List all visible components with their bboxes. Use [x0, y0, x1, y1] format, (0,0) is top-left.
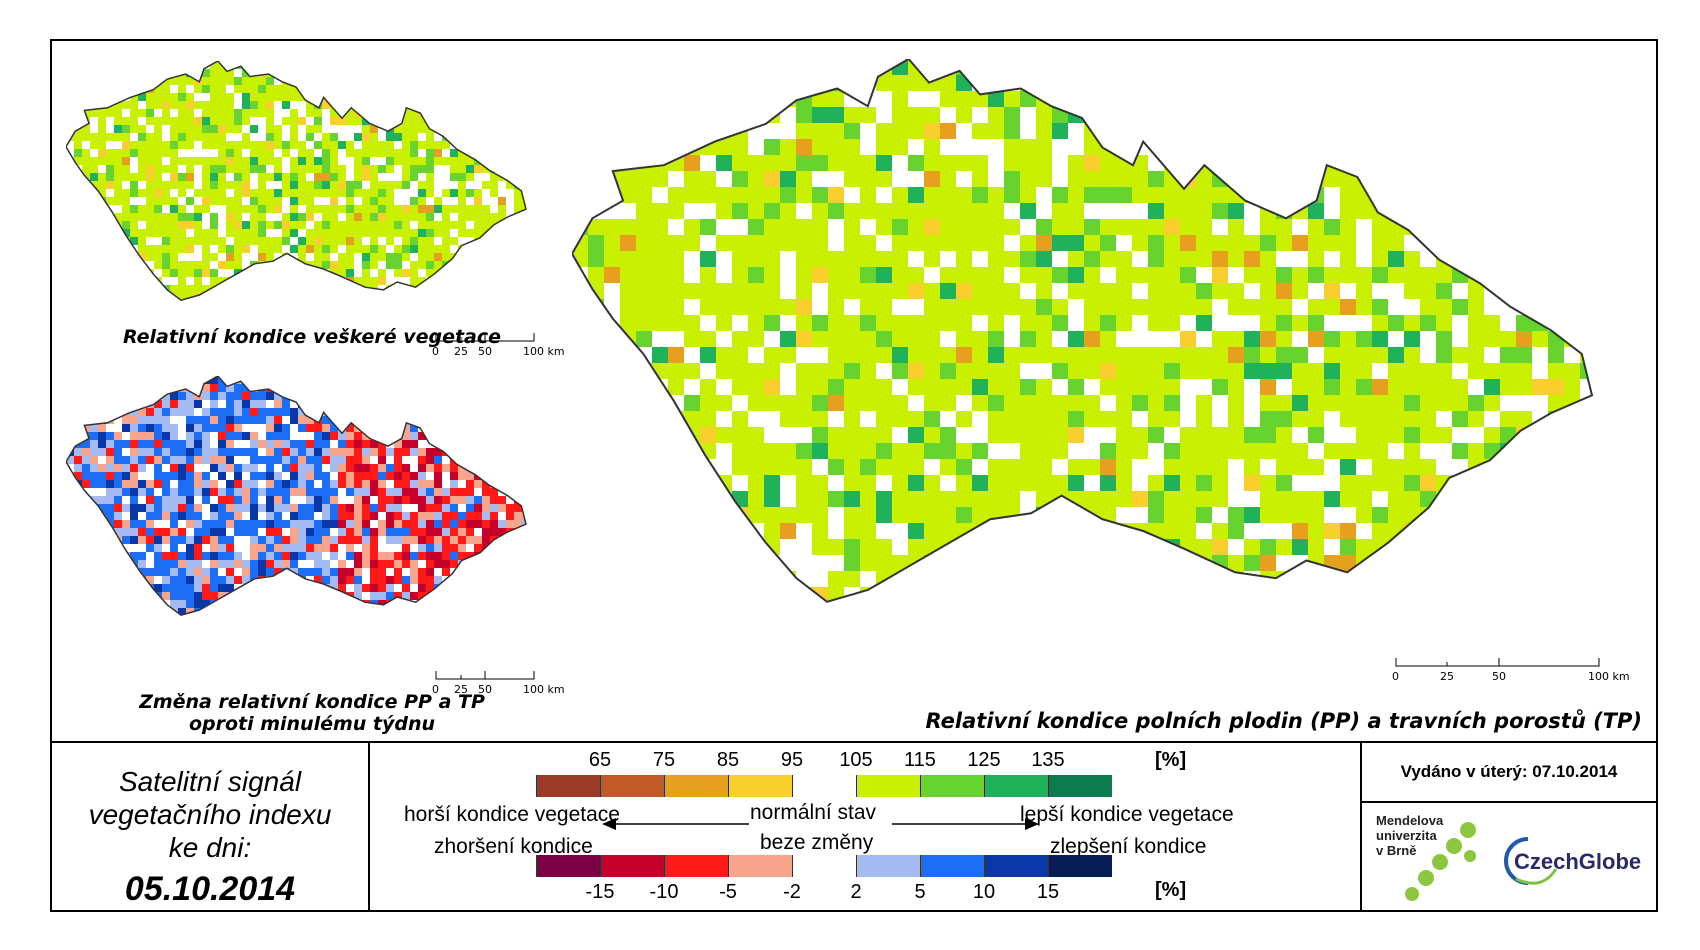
caption-condition-change: Změna relativní kondice PP a TP oproti m…: [92, 691, 532, 735]
observation-date: 05.10.2014: [124, 870, 296, 908]
scale-label: 100 km: [523, 345, 565, 358]
arrow-right-icon: [892, 818, 1039, 830]
maps-area: 0 25 50 100 km Relativní kondice veškeré…: [52, 41, 1656, 743]
date-panel: Satelitní signál vegetačního indexu ke d…: [52, 743, 370, 910]
change-swatch: [728, 855, 792, 877]
map-vegetation-condition: [66, 61, 527, 302]
arrow-left-icon: [602, 818, 749, 830]
change-tick-label: 5: [914, 881, 926, 903]
issue-date: Vydáno v úterý: 07.10.2014: [1362, 743, 1656, 803]
condition-tick-label: 75: [652, 749, 676, 771]
scale-label: 0: [1392, 670, 1399, 683]
condition-swatch: [1048, 775, 1112, 797]
scale-label: 100 km: [1588, 670, 1630, 683]
condition-tick-label: 125: [967, 749, 1001, 771]
legend-panel: 65 75 85 95 105 115 125 135 [%] horší kondice v…: [370, 743, 1362, 910]
condition-unit: [%]: [1155, 749, 1187, 771]
better-condition-label: lepší kondice vegetace: [1020, 803, 1234, 826]
map-condition-change: [66, 376, 527, 617]
bulletin-frame: 0 25 50 100 km Relativní kondice veškeré…: [50, 39, 1658, 912]
change-swatch: [856, 855, 920, 877]
scale-label: 50: [478, 683, 492, 696]
date-panel-line: Satelitní signál: [118, 766, 302, 797]
change-tick-label: -10: [649, 881, 679, 903]
change-unit: [%]: [1155, 879, 1187, 901]
scale-label: 50: [1492, 670, 1506, 683]
date-panel-line: vegetačního indexu: [88, 799, 332, 830]
change-swatch: [536, 855, 600, 877]
logo-text: Mendelova: [1376, 813, 1444, 828]
change-tick-label: 10: [972, 881, 996, 903]
condition-swatch: [792, 775, 856, 797]
condition-tick-label: 95: [780, 749, 804, 771]
change-tick-label: -5: [719, 881, 737, 903]
change-swatch: [920, 855, 984, 877]
caption-vegetation-condition: Relativní kondice veškeré vegetace: [122, 326, 502, 348]
change-tick-label: -15: [585, 881, 615, 903]
condition-tick-label: 105: [839, 749, 873, 771]
change-tick-label: 15: [1036, 881, 1060, 903]
no-change-label: beze změny: [760, 831, 874, 854]
worse-condition-label: horší kondice vegetace: [404, 803, 620, 826]
czechglobe-logo: CzechGlobe: [1504, 837, 1641, 885]
scale-label: 100 km: [523, 683, 565, 696]
condition-swatch: [856, 775, 920, 797]
change-swatch: [792, 855, 856, 877]
scale-label: 50: [478, 345, 492, 358]
issue-panel: Vydáno v úterý: 07.10.2014 Mendelova uni…: [1362, 743, 1656, 910]
condition-swatch: [536, 775, 600, 797]
scale-label: 0: [432, 683, 439, 696]
scale-bar-bottom-left: 0 25 50 100 km: [432, 671, 565, 701]
date-panel-line: ke dni:: [168, 832, 252, 863]
condition-tick-label: 115: [904, 749, 936, 771]
scale-bar-top-left: 0 25 50 100 km: [432, 333, 565, 363]
condition-swatch: [664, 775, 728, 797]
worse-change-label: zhoršení kondice: [434, 835, 593, 858]
logo-text: univerzita: [1376, 828, 1437, 843]
condition-tick-label: 65: [588, 749, 612, 771]
caption-main-map: Relativní kondice polních plodin (PP) a …: [925, 709, 1642, 733]
condition-swatch: [984, 775, 1048, 797]
change-swatch: [984, 855, 1048, 877]
condition-tick-label: 135: [1031, 749, 1065, 771]
condition-swatch: [920, 775, 984, 797]
condition-tick-label: 85: [716, 749, 740, 771]
logo-text: v Brně: [1376, 843, 1416, 858]
scale-label: 25: [1440, 670, 1454, 683]
scale-label: 25: [454, 683, 468, 696]
caption-line: Změna relativní kondice PP a TP: [139, 691, 485, 713]
normal-state-label: normální stav: [750, 801, 877, 824]
change-swatch: [600, 855, 664, 877]
scale-bar-main: 0 25 50 100 km: [1392, 658, 1630, 688]
logo-text: CzechGlobe: [1514, 849, 1641, 874]
caption-line: oproti minulému týdnu: [188, 713, 436, 735]
change-swatch: [664, 855, 728, 877]
better-change-label: zlepšení kondice: [1050, 835, 1207, 858]
condition-swatch: [600, 775, 664, 797]
change-tick-label: -2: [783, 881, 801, 903]
scale-label: 0: [432, 345, 439, 358]
condition-swatch: [728, 775, 792, 797]
scale-label: 25: [454, 345, 468, 358]
map-crops-grassland-condition: [572, 59, 1594, 603]
change-tick-label: 2: [850, 881, 862, 903]
change-swatch: [1048, 855, 1112, 877]
mendel-university-logo: Mendelova univerzita v Brně: [1376, 813, 1476, 901]
